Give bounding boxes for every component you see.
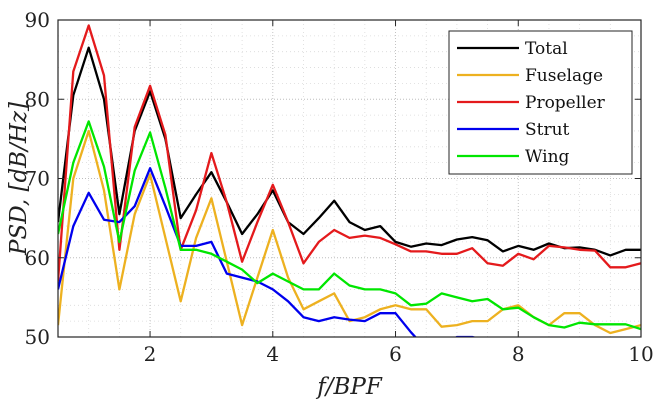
ticks [58,19,642,338]
series-line-propeller [58,24,641,282]
series-line-total [58,46,641,257]
y-tick-label: 60 [25,246,50,270]
legend-label-wing: Wing [525,147,570,167]
legend-label-fuselage: Fuselage [525,66,603,86]
legend: Total Fuselage Propeller Strut Wing [448,30,633,175]
series-line-strut [58,167,477,337]
tick-labels: 2 4 6 8 10 50 60 70 80 90 [25,8,654,366]
series-line-wing [58,120,641,331]
x-axis-label: f/BPF [315,374,383,400]
x-tick-label: 10 [628,342,653,366]
y-tick-label: 50 [25,325,50,349]
y-tick-label: 70 [25,167,50,191]
y-tick-label: 80 [25,87,50,111]
x-tick-label: 4 [266,342,279,366]
x-tick-label: 8 [512,342,525,366]
series-group [58,24,641,337]
x-tick-label: 2 [144,342,157,366]
y-axis-label: PSD, [dB/Hz] [6,102,32,256]
legend-label-total: Total [525,39,568,59]
y-tick-label: 90 [25,8,50,32]
legend-label-strut: Strut [525,120,570,140]
legend-label-propeller: Propeller [525,93,606,113]
x-tick-label: 6 [389,342,402,366]
